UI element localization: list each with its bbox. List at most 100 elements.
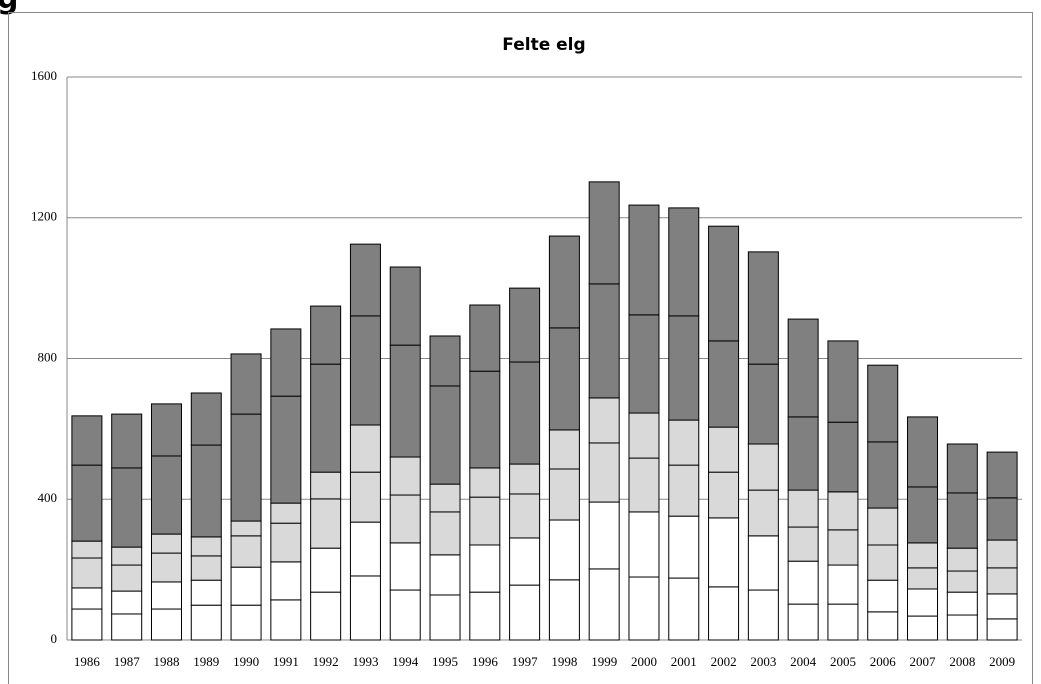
bar-segment (548, 327, 580, 431)
x-tick-label: 1992 (313, 654, 339, 669)
bar-segment (349, 424, 381, 473)
bar-segment (111, 564, 143, 592)
bar-segment (708, 471, 740, 519)
bar-segment (747, 589, 779, 641)
bar-segment (190, 579, 222, 606)
bar-segment (230, 520, 262, 537)
bar-segment (628, 511, 660, 578)
bar-segment (867, 611, 899, 641)
bar-segment (230, 353, 262, 415)
bar-segment (349, 315, 381, 426)
bar-segment (150, 608, 182, 641)
bar-segment (111, 590, 143, 615)
bar-segment (230, 535, 262, 568)
x-tick-label: 1987 (114, 654, 141, 669)
x-tick-label: 1994 (392, 654, 419, 669)
x-tick-label: 1996 (472, 654, 499, 669)
bar-segment (230, 413, 262, 522)
bar-segment (986, 567, 1018, 595)
x-tick-label: 2006 (870, 654, 897, 669)
bar-segment (190, 392, 222, 446)
x-tick-label: 2003 (750, 654, 776, 669)
bar-segment (787, 560, 819, 605)
bar-segment (230, 604, 262, 641)
bar-segment (628, 204, 660, 316)
bar-segment (310, 363, 342, 473)
x-tick-label: 2004 (790, 654, 817, 669)
bar-segment (628, 457, 660, 513)
x-tick-label: 1999 (591, 654, 617, 669)
bar-segment (628, 412, 660, 459)
bar-segment (190, 536, 222, 557)
bar-segment (71, 540, 103, 559)
bar-segment (747, 251, 779, 365)
bar-segment (986, 539, 1018, 569)
bar-segment (270, 561, 302, 601)
bar-segment (469, 467, 501, 498)
bar-segment (946, 614, 978, 641)
bar-segment (946, 492, 978, 549)
bar-segment (111, 413, 143, 469)
bar-segment (548, 579, 580, 641)
bar-segment (389, 344, 421, 458)
bar-segment (907, 486, 939, 544)
bar-segment (469, 370, 501, 469)
bar-segment (429, 511, 461, 556)
x-tick-label: 2000 (631, 654, 657, 669)
bar-segment (429, 554, 461, 596)
bar-segment (111, 467, 143, 548)
bar-segment (787, 489, 819, 528)
bar-segment (270, 522, 302, 563)
bar-segment (588, 501, 620, 570)
bar-segment (668, 577, 700, 641)
bar-segment (946, 570, 978, 593)
bar-segment (548, 235, 580, 329)
bar-segment (668, 207, 700, 317)
bar-segment (708, 340, 740, 428)
bar-segment (986, 618, 1018, 641)
bar-segment (708, 517, 740, 588)
bar-segment (349, 471, 381, 523)
bar-segment (310, 471, 342, 500)
bar-segment (270, 328, 302, 397)
bar-segment (787, 416, 819, 491)
bar-segment (867, 544, 899, 581)
bar-segment (190, 444, 222, 538)
x-tick-label: 1986 (74, 654, 101, 669)
x-tick-label: 2009 (989, 654, 1015, 669)
bar-segment (827, 603, 859, 641)
bar-segment (588, 283, 620, 399)
x-tick-label: 2001 (671, 654, 697, 669)
bar-segment (270, 599, 302, 641)
y-tick-label: 0 (51, 631, 58, 646)
bar-segment (349, 521, 381, 577)
bar-segment (190, 604, 222, 641)
x-tick-label: 1991 (273, 654, 299, 669)
x-tick-label: 2008 (949, 654, 975, 669)
bar-segment (827, 340, 859, 423)
bar-segment (389, 589, 421, 641)
bar-segment (270, 395, 302, 504)
x-tick-label: 1988 (153, 654, 179, 669)
bar-segment (270, 502, 302, 524)
bar-segment (389, 456, 421, 496)
bar-segment (708, 586, 740, 641)
bar-segment (111, 546, 143, 566)
bar-segment (509, 537, 541, 586)
bar-segment (986, 497, 1018, 541)
bar-segment (509, 463, 541, 495)
bar-segment (548, 468, 580, 521)
chart-title: Felte elg (502, 35, 585, 55)
bar-segment (628, 314, 660, 414)
x-tick-label: 1989 (193, 654, 219, 669)
bar-segment (509, 361, 541, 465)
bar-segment (310, 305, 342, 365)
page-heading: g (0, 0, 18, 16)
bar-segment (867, 579, 899, 613)
bar-segment (747, 489, 779, 537)
x-tick-label: 2005 (830, 654, 856, 669)
x-tick-label: 1993 (352, 654, 378, 669)
bar-segment (747, 443, 779, 491)
bar-segment (548, 519, 580, 581)
bar-segment (907, 615, 939, 641)
